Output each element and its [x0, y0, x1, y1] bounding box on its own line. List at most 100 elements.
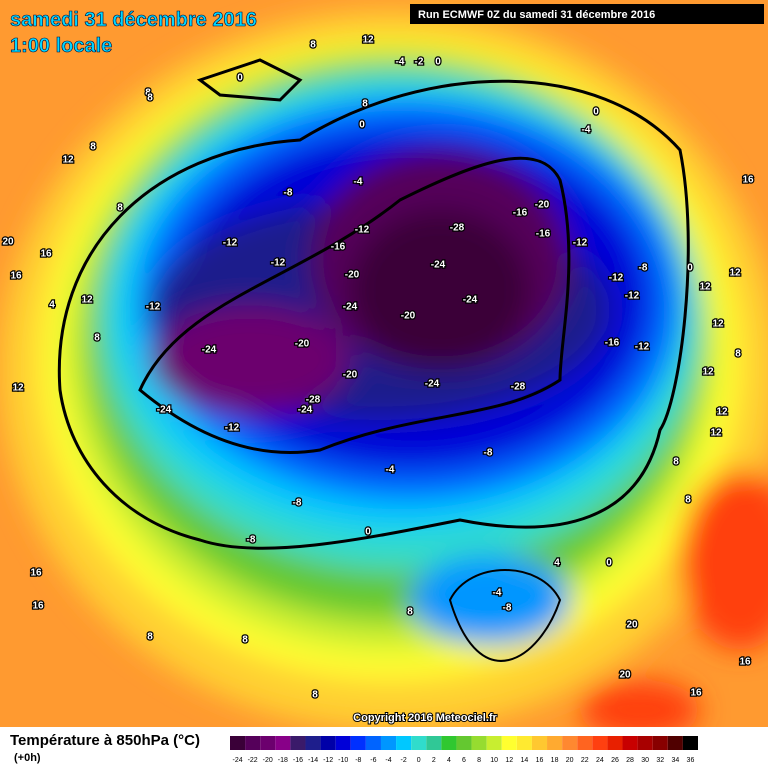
contour-label: -12 — [609, 273, 624, 284]
contour-label: 16 — [40, 249, 52, 260]
scale-label: 18 — [551, 757, 559, 764]
contour-label: 12 — [62, 155, 74, 166]
contour-label: 8 — [145, 88, 151, 99]
contour-label: -12 — [573, 238, 588, 249]
scale-swatch — [441, 736, 457, 750]
contour-label: 12 — [712, 319, 724, 330]
scale-swatch — [320, 736, 336, 750]
contour-label: -4 — [386, 465, 395, 476]
scale-label: 36 — [687, 757, 695, 764]
scale-swatch — [607, 736, 623, 750]
copyright: Copyright 2016 Meteociel.fr — [353, 712, 497, 724]
scale-label: -6 — [370, 757, 376, 764]
contour-label: -24 — [425, 379, 440, 390]
contour-label: -4 — [493, 588, 502, 599]
scale-label: 8 — [477, 757, 481, 764]
scale-swatch — [350, 736, 366, 750]
contour-label: 12 — [702, 367, 714, 378]
contour-label: 8 — [685, 495, 691, 506]
contour-label: 8 — [242, 635, 248, 646]
contour-label: 20 — [2, 237, 14, 248]
contour-label: 0 — [606, 558, 612, 569]
scale-swatch — [230, 736, 246, 750]
contour-label: -12 — [146, 302, 161, 313]
contour-label: -20 — [535, 200, 550, 211]
contour — [138, 156, 571, 454]
contour-label: -20 — [401, 311, 416, 322]
scale-label: -2 — [400, 757, 406, 764]
scale-label: -18 — [278, 757, 288, 764]
scale-label: 16 — [536, 757, 544, 764]
contour-label: 12 — [729, 268, 741, 279]
contour-label: -24 — [431, 260, 446, 271]
contour-label: -8 — [284, 188, 293, 199]
contour-label: -2 — [415, 57, 424, 68]
scale-swatch — [547, 736, 563, 750]
contour-label: -8 — [639, 263, 648, 274]
contour-label: -8 — [293, 498, 302, 509]
contour-label: -16 — [513, 208, 528, 219]
scale-swatch — [290, 736, 306, 750]
contour — [448, 569, 562, 662]
scale-swatch — [335, 736, 351, 750]
scale-label: 14 — [520, 757, 528, 764]
contour-label: 12 — [81, 295, 93, 306]
scale-swatch — [275, 736, 291, 750]
contour-label: 16 — [742, 175, 754, 186]
scale-swatch — [396, 736, 412, 750]
contour-label: 20 — [619, 670, 631, 681]
scale-label: 26 — [611, 757, 619, 764]
contour-label: -28 — [511, 382, 526, 393]
contour-label: 16 — [690, 688, 702, 699]
contour-label: -20 — [345, 270, 360, 281]
contour-label: 0 — [435, 57, 441, 68]
scale-label: 30 — [641, 757, 649, 764]
contour-label: 12 — [710, 428, 722, 439]
scale-swatch — [577, 736, 593, 750]
contour-label: -28 — [306, 395, 321, 406]
contour-label: 16 — [10, 271, 22, 282]
scale-swatch — [516, 736, 532, 750]
scale-swatch — [637, 736, 653, 750]
contour-label: 16 — [32, 601, 44, 612]
contour-label: -24 — [298, 405, 313, 416]
map-title: samedi 31 décembre 2016 — [10, 9, 257, 31]
contour-label: 0 — [359, 120, 365, 131]
scale-label: 20 — [566, 757, 574, 764]
contour-label: -16 — [331, 242, 346, 253]
scale-swatch — [245, 736, 261, 750]
contour-label: -20 — [295, 339, 310, 350]
scale-swatch — [592, 736, 608, 750]
contour-label: 20 — [626, 620, 638, 631]
contour-label: -8 — [484, 448, 493, 459]
contour-label: 8 — [94, 333, 100, 344]
contour-label: 8 — [147, 93, 153, 104]
contour-label: 8 — [362, 99, 368, 110]
contour-label: -24 — [157, 405, 172, 416]
scale-swatch — [471, 736, 487, 750]
contour-label: -12 — [355, 225, 370, 236]
scale-swatch — [456, 736, 472, 750]
scale-label: -22 — [248, 757, 258, 764]
scale-swatch — [486, 736, 502, 750]
contour-label: -8 — [247, 535, 256, 546]
contour-label: 8 — [310, 40, 316, 51]
scale-label: -10 — [338, 757, 348, 764]
contour-label: 0 — [593, 107, 599, 118]
scale-label: -4 — [385, 757, 391, 764]
contour-label: 4 — [554, 558, 560, 569]
run-label: Run ECMWF 0Z du samedi 31 décembre 2016 — [418, 9, 655, 21]
scale-label: -24 — [232, 757, 242, 764]
contour-label: 8 — [147, 632, 153, 643]
contour-label: -12 — [223, 238, 238, 249]
contour-label: -28 — [450, 223, 465, 234]
footer-subtitle: (+0h) — [14, 752, 41, 764]
contour-label: -24 — [343, 302, 358, 313]
contour-label: 12 — [12, 383, 24, 394]
scale-swatch — [260, 736, 276, 750]
contour-label: 16 — [739, 657, 751, 668]
contour-label: 12 — [362, 35, 374, 46]
scale-swatch — [411, 736, 427, 750]
